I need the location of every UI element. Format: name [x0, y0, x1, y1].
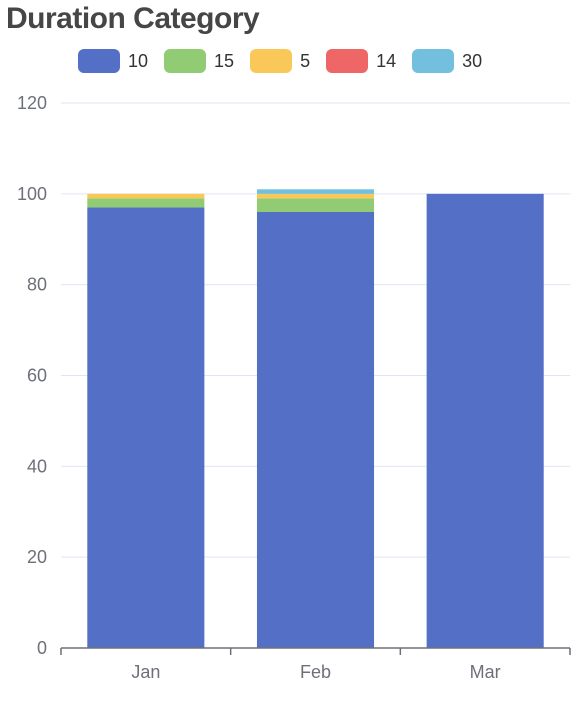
bar-jan-15 — [87, 198, 205, 208]
bar-jan-10 — [87, 207, 205, 649]
legend-item-15[interactable]: 15 — [164, 49, 234, 73]
y-tick-label: 0 — [37, 638, 47, 658]
legend-item-14[interactable]: 14 — [326, 49, 396, 73]
chart-legend: 10 15 5 14 30 — [78, 47, 498, 75]
y-tick-label: 40 — [27, 456, 47, 476]
y-tick-label: 120 — [17, 93, 47, 113]
legend-item-30[interactable]: 30 — [412, 49, 482, 73]
bar-feb-5 — [256, 193, 375, 199]
x-tick-label: Feb — [300, 662, 331, 682]
y-tick-label: 100 — [17, 184, 47, 204]
bars — [87, 189, 544, 649]
x-tick-label: Mar — [470, 662, 501, 682]
bar-feb-30 — [256, 189, 375, 194]
legend-swatch — [78, 49, 120, 73]
bar-jan-5 — [87, 193, 205, 199]
legend-item-5[interactable]: 5 — [250, 49, 310, 73]
legend-label: 15 — [214, 50, 235, 71]
legend-label: 30 — [462, 50, 483, 71]
legend-label: 5 — [300, 50, 311, 71]
legend-label: 10 — [128, 50, 149, 71]
bar-feb-10 — [256, 212, 375, 648]
y-tick-label: 20 — [27, 547, 47, 567]
y-axis-ticks: 0 20 40 60 80 100 120 — [17, 93, 47, 658]
y-tick-label: 80 — [27, 275, 47, 295]
legend-swatch — [164, 49, 207, 73]
legend-label: 14 — [376, 50, 397, 71]
legend-swatch — [412, 49, 455, 73]
legend-swatch — [250, 49, 293, 73]
x-tick-label: Jan — [131, 662, 160, 682]
legend-item-10[interactable]: 10 — [78, 49, 148, 73]
y-tick-label: 60 — [27, 366, 47, 386]
bar-feb-15 — [256, 198, 375, 212]
chart-title: Duration Category — [6, 2, 260, 35]
legend-swatch — [326, 49, 369, 73]
x-axis: Jan Feb Mar — [60, 647, 571, 682]
bar-mar-10 — [426, 193, 544, 649]
